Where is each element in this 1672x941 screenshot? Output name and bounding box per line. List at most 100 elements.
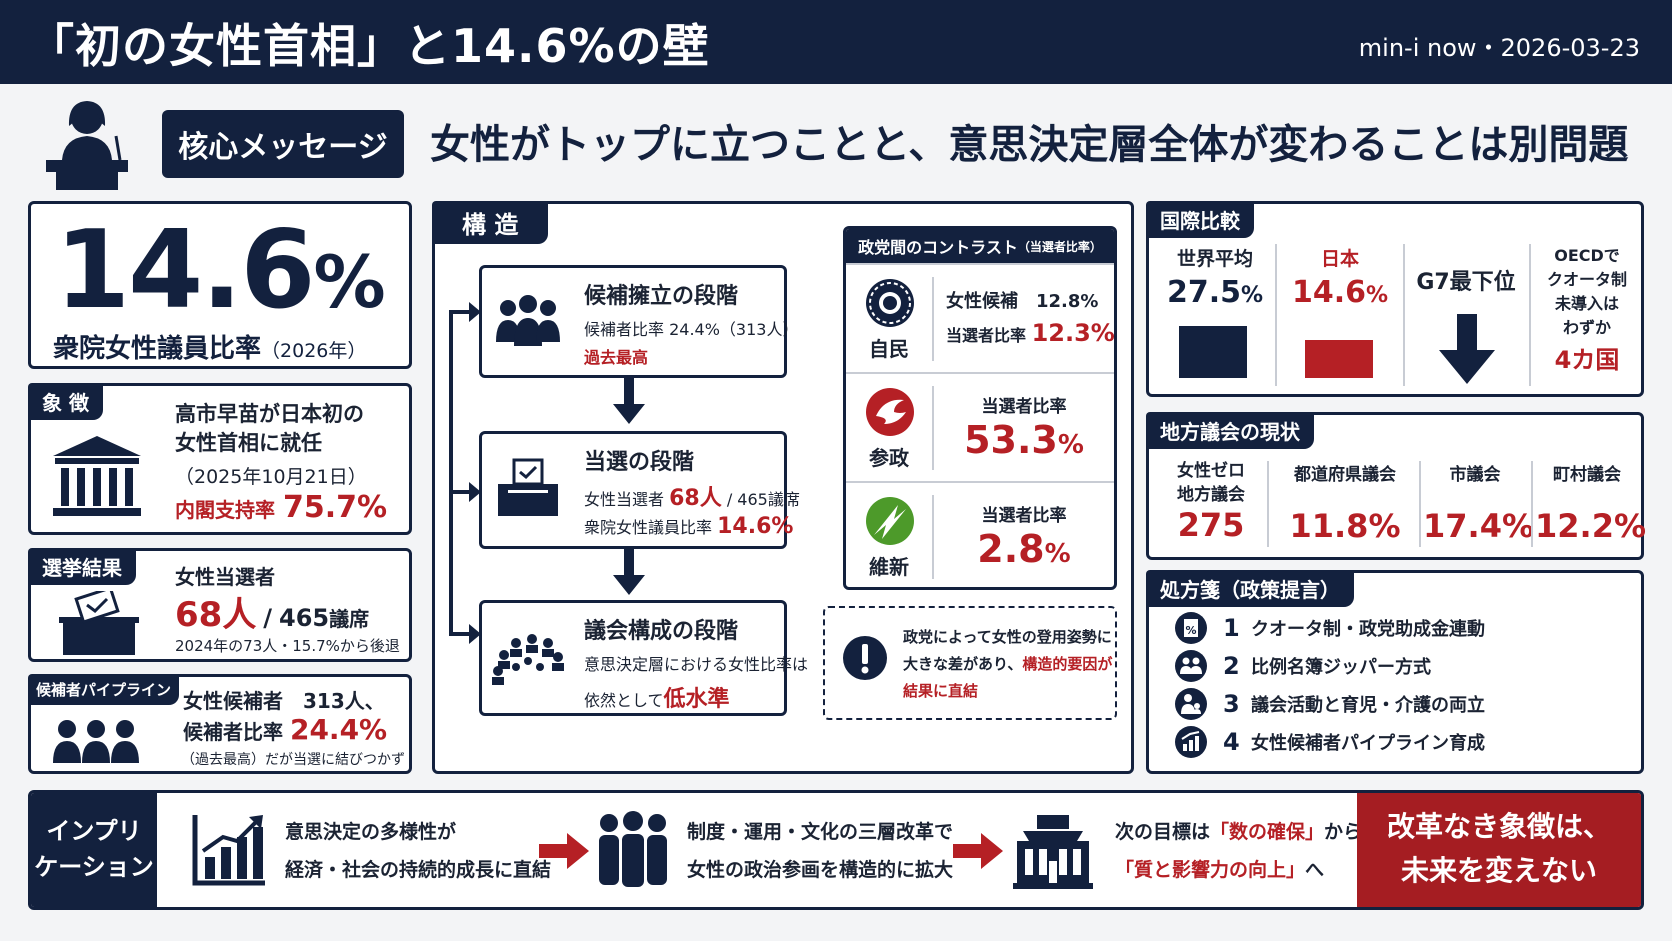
implication-text-3: 次の目標は「数の確保」から 「質と影響力の向上」へ [1115, 821, 1363, 881]
party-elected-ratio: 2.8% [977, 527, 1071, 571]
world-average-bar [1179, 326, 1247, 378]
japan-value: 日本 14.6% [1285, 244, 1395, 386]
core-message-text: 女性がトップに立つことと、意思決定層全体が変わることは別問題 [430, 122, 1629, 168]
stage-line: 意思決定層における女性比率は [584, 655, 809, 674]
arrow-right-icon [449, 624, 481, 644]
party-elected-ratio: 53.3% [964, 418, 1084, 462]
party-row-ishin: 維新 当選者比率 2.8% [846, 481, 1114, 587]
big-stat-value: 14.6% [55, 208, 386, 333]
core-message-tag: 核心メッセージ [162, 110, 404, 178]
parent-child-icon [1175, 688, 1207, 720]
election-note: 2024年の73人・15.7%から後退 [175, 637, 400, 655]
party-name: 維新 [869, 555, 909, 579]
g7-rank: G7最下位 [1411, 244, 1521, 386]
symbol-date: （2025年10月21日） [175, 466, 367, 488]
local-town: 町村議会 12.2% [1535, 465, 1647, 545]
stage-line: 候補者比率 24.4%（313人） [584, 320, 799, 339]
international-comparison: 国際比較 世界平均 27.5% 日本 14.6% G7最下位 OECDで クオー… [1146, 201, 1644, 397]
pipeline-candidates: 女性候補者 313人、 [183, 689, 385, 713]
local-assembly-status: 地方議会の現状 女性ゼロ 地方議会 275 都道府県議会 11.8% 市議会 1… [1146, 412, 1647, 560]
flow-spine [449, 312, 453, 634]
party-candidate-ratio: 女性候補 12.8% [946, 291, 1099, 312]
local-zero-women: 女性ゼロ 地方議会 275 [1177, 461, 1245, 544]
people-group-icon [53, 720, 139, 763]
final-message: 改革なき象徴は、 未来を変えない [1357, 793, 1641, 907]
party-elected-label: 当選者比率 [981, 506, 1067, 526]
people-group-icon [496, 295, 560, 346]
people-group-icon [599, 811, 667, 887]
pipeline-ratio: 候補者比率 24.4% [183, 713, 388, 746]
symbol-card: 象 徴 高市早苗が日本初の 女性首相に就任 （2025年10月21日） 内閣支持率… [28, 383, 412, 535]
pipeline-tag: 候補者パイプライン [28, 674, 180, 705]
big-stat-label: 衆院女性議員比率（2026年） [53, 334, 367, 364]
party-row-ldp: 自民 女性候補 12.8% 当選者比率 12.3% [846, 263, 1114, 372]
structure-panel: 構 造 候補擁立の段階 候補者比率 24.4%（313人） 過去最高 当選の段階… [432, 201, 1134, 774]
people-pair-icon [1175, 650, 1207, 682]
election-tag: 選挙結果 [28, 548, 136, 585]
pipeline-note: （過去最高）だが当選に結びつかず [181, 752, 405, 768]
implication-label: インプリ ケーション [31, 793, 157, 907]
ballot-box-icon [59, 591, 139, 655]
arrow-right-icon [449, 482, 481, 502]
stage-line: 依然として低水準 [584, 687, 730, 712]
pipeline-card: 候補者パイプライン 女性候補者 313人、 候補者比率 24.4% （過去最高）… [28, 674, 412, 774]
local-prefectural: 都道府県議会 11.8% [1289, 465, 1401, 545]
party-elected-label: 当選者比率 [981, 397, 1067, 417]
chrysanthemum-emblem-icon [866, 279, 914, 327]
party-header: 政党間のコントラスト （当選者比率） [846, 229, 1114, 263]
stage-highlight: 過去最高 [584, 348, 649, 367]
local-city: 市議会 17.4% [1423, 465, 1535, 545]
japan-bar [1305, 340, 1373, 378]
election-card: 選挙結果 女性当選者 68人 / 465議席 2024年の73人・15.7%から… [28, 548, 412, 662]
party-row-sanseito: 参政 当選者比率 53.3% [846, 372, 1114, 481]
big-stat-card: 14.6% 衆院女性議員比率（2026年） [28, 201, 412, 369]
policy-tag: 処方箋（政策提言） [1146, 570, 1354, 607]
arrow-down-icon [1439, 314, 1495, 384]
implication-text-2: 制度・運用・文化の三層改革で 女性の政治参画を構造的に拡大 [687, 821, 954, 881]
party-contrast-table: 政党間のコントラスト （当選者比率） 自民 女性候補 12.8% 当選者比率 12… [843, 226, 1117, 590]
election-label: 女性当選者 [175, 565, 275, 589]
arrow-right-icon [953, 833, 1003, 869]
structure-tag: 構 造 [432, 201, 549, 244]
stage-line: 女性当選者 68人 / 465議席 [584, 486, 800, 511]
cabinet-support: 内閣支持率 75.7% [175, 490, 388, 525]
growth-chart-icon [1175, 726, 1207, 758]
government-building-icon [53, 436, 141, 516]
international-tag: 国際比較 [1146, 201, 1254, 238]
note-text: 政党によって女性の登用姿勢に 大きな差があり、構造的要因が 結果に直結 [903, 628, 1113, 700]
world-average: 世界平均 27.5% [1165, 244, 1265, 386]
arrow-down-icon [613, 378, 645, 424]
stage-line: 衆院女性議員比率 14.6% [584, 514, 794, 539]
oecd-quota: OECDで クオータ制 未導入は わずか 4カ国 [1546, 246, 1627, 374]
exclamation-icon [843, 636, 887, 680]
header-meta: min-i now・2026-03-23 [1358, 34, 1640, 62]
party-name: 自民 [869, 337, 909, 361]
party-elected-ratio: 当選者比率 12.3% [946, 319, 1115, 347]
arrow-right-icon [539, 833, 589, 869]
policy-item: % 1 クオータ制・政党助成金連動 [1171, 611, 1485, 645]
female-speaker-podium-icon [46, 101, 128, 190]
stage-election: 当選の段階 女性当選者 68人 / 465議席 衆院女性議員比率 14.6% [479, 431, 800, 549]
policy-prescriptions: 処方箋（政策提言） % 1 クオータ制・政党助成金連動 2 比例名簿ジッパー方式… [1146, 570, 1644, 774]
stage-candidacy: 候補擁立の段階 候補者比率 24.4%（313人） 過去最高 [479, 265, 798, 378]
government-building-icon [1013, 815, 1093, 889]
page-title: 「初の女性首相」と14.6%の壁 [28, 19, 710, 73]
structural-note: 政党によって女性の登用姿勢に 大きな差があり、構造的要因が 結果に直結 [823, 606, 1117, 720]
local-tag: 地方議会の現状 [1146, 412, 1314, 449]
leaf-emblem-icon [866, 497, 914, 545]
stage-title: 議会構成の段階 [584, 619, 739, 644]
implication-text-1: 意思決定の多様性が 経済・社会の持続的成長に直結 [285, 821, 552, 881]
eagle-emblem-icon [866, 388, 914, 436]
policy-item: 2 比例名簿ジッパー方式 [1171, 649, 1431, 683]
assembly-seats-icon [492, 634, 564, 685]
policy-item: 3 議会活動と育児・介護の両立 [1171, 687, 1485, 721]
header-bar: 「初の女性首相」と14.6%の壁 min-i now・2026-03-23 [0, 0, 1672, 84]
stage-title: 候補擁立の段階 [584, 284, 739, 309]
stage-assembly: 議会構成の段階 意思決定層における女性比率は 依然として低水準 [479, 600, 808, 716]
stage-title: 当選の段階 [584, 450, 695, 475]
arrow-right-icon [449, 302, 481, 322]
arrow-down-icon [613, 549, 645, 595]
election-count: 68人 / 465議席 [175, 595, 370, 635]
ballot-box-icon [498, 458, 558, 516]
policy-item: 4 女性候補者パイプライン育成 [1171, 725, 1485, 759]
